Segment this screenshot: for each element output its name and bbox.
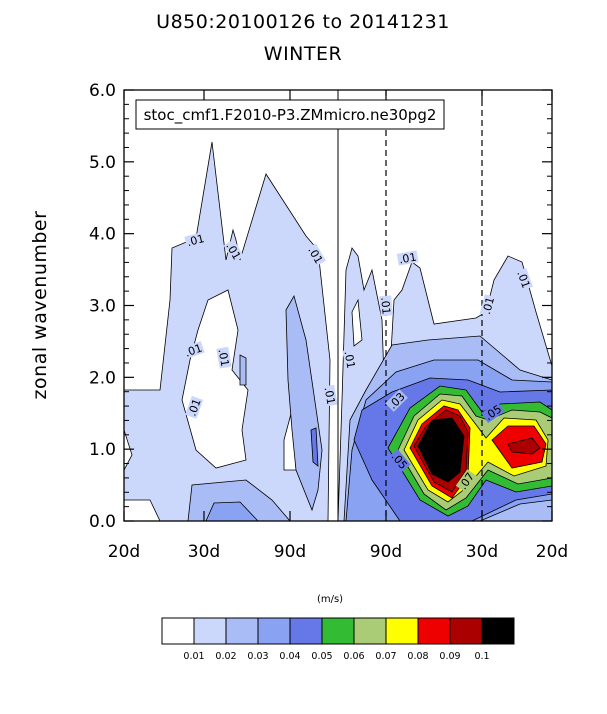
fill-hole-5 bbox=[351, 298, 363, 347]
y-tick-label: 1.0 bbox=[89, 440, 116, 460]
case-label-box bbox=[135, 99, 445, 130]
contour-label: .01 bbox=[514, 269, 532, 290]
colorbar-label: 0.01 bbox=[183, 651, 204, 662]
colorbar-swatch bbox=[289, 617, 323, 645]
x-tick-label: 90d bbox=[370, 542, 402, 562]
fill-level-3-left bbox=[205, 501, 259, 521]
y-tick-label: 5.0 bbox=[89, 153, 116, 173]
contour-label: .01 bbox=[216, 348, 232, 367]
colorbar-swatch bbox=[257, 617, 291, 645]
x-tick-label: 30d bbox=[466, 542, 498, 562]
colorbar-label: 0.09 bbox=[439, 651, 460, 662]
contour-label: .01 bbox=[185, 232, 205, 249]
colorbar-label: 0.1 bbox=[474, 651, 489, 662]
colorbar-label: 0.07 bbox=[375, 651, 396, 662]
contour-label: .01 bbox=[480, 295, 497, 315]
contour-label: .01 bbox=[183, 341, 204, 359]
colorbar-label: 0.08 bbox=[407, 651, 428, 662]
x-axis: 20d 30d 90d 90d 30d 20d bbox=[108, 90, 568, 562]
colorbar-swatch bbox=[449, 617, 483, 645]
colorbar-swatch bbox=[385, 617, 419, 645]
x-tick-label: 20d bbox=[108, 542, 140, 562]
y-tick-label: 0.0 bbox=[89, 512, 116, 532]
contour-label: .01 bbox=[185, 397, 203, 418]
colorbar-swatch bbox=[353, 617, 387, 645]
case-label: stoc_cmf1.F2010-P3.ZMmicro.ne30pg2 bbox=[144, 106, 437, 125]
x-tick-label: 90d bbox=[274, 542, 306, 562]
contour-label: .01 bbox=[378, 297, 392, 316]
contour-label: .01 bbox=[398, 251, 417, 267]
colorbar-label: 0.03 bbox=[247, 651, 268, 662]
fill-level-9-b bbox=[507, 437, 541, 455]
colorbar-swatch bbox=[417, 617, 451, 645]
y-axis-label: zonal wavenumber bbox=[29, 211, 51, 400]
colorbar-label: 0.04 bbox=[279, 651, 300, 662]
x-tick-label: 30d bbox=[188, 542, 220, 562]
chart-title-line2: WINTER bbox=[264, 43, 342, 65]
y-tick-label: 2.0 bbox=[89, 368, 116, 388]
y-tick-label: 4.0 bbox=[89, 225, 116, 245]
colorbar-swatch bbox=[225, 617, 259, 645]
colorbar: 0.01 0.02 0.03 0.04 0.05 0.06 0.07 0.08 0.09 0.1 bbox=[161, 617, 515, 662]
colorbar-label: 0.05 bbox=[311, 651, 332, 662]
colorbar-swatch bbox=[193, 617, 227, 645]
colorbar-units: (m/s) bbox=[317, 594, 343, 605]
fill-hole-3 bbox=[124, 499, 161, 521]
colorbar-label: 0.02 bbox=[215, 651, 236, 662]
fill-hole-1 bbox=[124, 429, 133, 471]
fill-level-10-black bbox=[417, 417, 465, 483]
chart-title-line1: U850:20100126 to 20141231 bbox=[156, 11, 450, 33]
fill-level-2-left-c bbox=[239, 354, 247, 386]
x-tick-label: 20d bbox=[536, 542, 568, 562]
colorbar-swatch bbox=[161, 617, 195, 645]
y-axis: 0.0 1.0 2.0 3.0 4.0 5.0 6.0 bbox=[89, 81, 552, 532]
fill-hole-2 bbox=[181, 289, 249, 469]
colorbar-swatch bbox=[321, 617, 355, 645]
contour-label: .01 bbox=[342, 350, 358, 369]
fill-level-3-left-b bbox=[310, 427, 319, 467]
colorbar-label: 0.06 bbox=[343, 651, 364, 662]
colorbar-swatch bbox=[481, 617, 515, 645]
y-tick-label: 3.0 bbox=[89, 297, 116, 317]
y-tick-label: 6.0 bbox=[89, 81, 116, 101]
contour-label: .01 bbox=[322, 386, 338, 405]
